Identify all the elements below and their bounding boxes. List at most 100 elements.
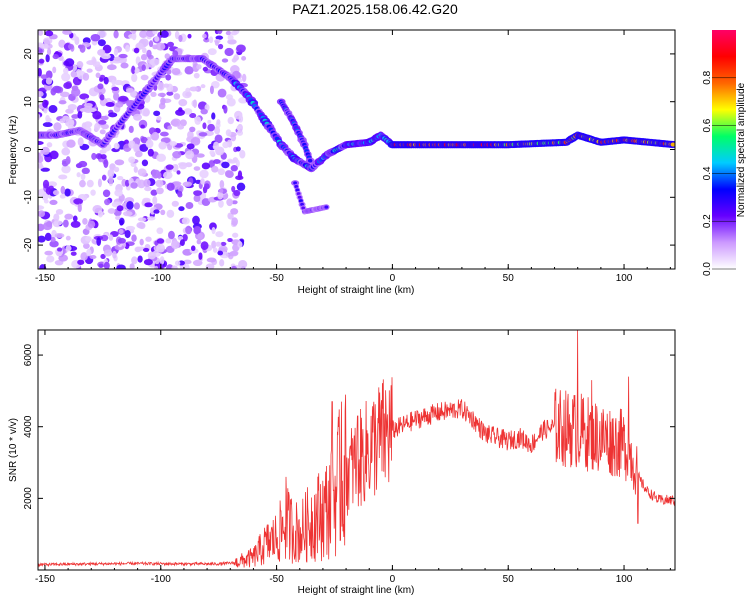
spectrogram-noise-blob	[49, 240, 59, 248]
spectrogram-noise-blob	[116, 205, 124, 212]
spectrogram-noise-blob	[201, 162, 211, 170]
spectrogram-noise-blob	[177, 125, 185, 130]
spectrogram-noise-blob	[134, 246, 142, 253]
snr-xtick-label: -50	[269, 574, 284, 585]
spectrogram-noise-blob	[148, 40, 154, 48]
spectrogram-noise-blob	[58, 254, 69, 262]
spectrogram-noise-blob	[108, 234, 114, 241]
spectrogram-noise-blob	[150, 91, 157, 97]
spectrogram-noise-blob	[224, 47, 234, 57]
spectrogram-noise-blob	[134, 68, 139, 74]
spectrogram-noise-blob	[238, 259, 248, 269]
spectrogram-noise-blob	[49, 150, 59, 160]
spectrogram-noise-blob	[197, 232, 204, 240]
spectrogram-noise-blob	[60, 185, 66, 195]
spectrogram-noise-blob	[79, 44, 86, 53]
spectrogram-noise-blob	[178, 206, 185, 212]
spectrogram-noise-blob	[227, 238, 233, 243]
colorbar-ticks: 0.0 0.2 0.4 0.6 0.8	[702, 70, 736, 276]
spectrogram-noise-blob	[193, 190, 203, 196]
spectrogram-noise-blob	[181, 217, 190, 225]
spectrogram-noise-blob	[178, 162, 188, 170]
spectrogram-noise-blob	[102, 189, 111, 198]
spectrogram-noise-blob	[105, 101, 115, 107]
spectrogram-noise-blob	[38, 58, 45, 64]
spectrogram-noise-blob	[166, 182, 175, 191]
spectrogram-ytick-label: 20	[23, 48, 34, 60]
spectrogram-ytick-label: -10	[23, 190, 34, 205]
spectrogram-signal-layer	[38, 55, 675, 215]
spectrogram-noise-blob	[65, 235, 71, 241]
spectrogram-noise-blob	[99, 94, 105, 101]
spectrogram-noise-blob	[174, 164, 179, 171]
spectrogram-noise-blob	[141, 64, 146, 71]
spectrogram-noise-blob	[50, 236, 56, 243]
spectrogram-noise-blob	[211, 227, 216, 235]
spectrogram-noise-blob	[63, 60, 70, 66]
spectrogram-noise-blob	[173, 93, 181, 100]
spectrogram-noise-blob	[61, 72, 71, 82]
spectrogram-noise-blob	[200, 84, 206, 89]
colorbar-tick-label: 0.0	[702, 262, 713, 276]
spectrogram-noise-blob	[100, 234, 109, 242]
spectrogram-xtick-label: -100	[151, 273, 171, 284]
spectrogram-noise-blob	[126, 201, 134, 210]
spectrogram-noise-blob	[143, 258, 153, 266]
spectrogram-noise-blob	[156, 238, 165, 244]
spectrogram-noise-blob	[38, 113, 41, 121]
spectrogram-y-axis: 20 10 0 -10 -20	[23, 48, 675, 252]
spectrogram-noise-blob	[230, 31, 238, 36]
spectrogram-noise-blob	[168, 230, 175, 240]
spectrogram-noise-blob	[38, 48, 43, 54]
spectrogram-noise-blob	[80, 252, 88, 261]
spectrogram-noise-blob	[86, 248, 92, 257]
spectrogram-noise-blob	[213, 141, 219, 150]
spectrogram-noise-blob	[41, 193, 49, 201]
spectrogram-noise-blob	[156, 153, 167, 162]
spectrogram-noise-blob	[44, 250, 54, 256]
spectrogram-noise-blob	[40, 167, 50, 172]
spectrogram-xtick-label: 0	[390, 273, 396, 284]
spectrogram-noise-blob	[225, 30, 232, 36]
spectrogram-noise-blob	[137, 179, 146, 189]
spectrogram-noise-blob	[53, 122, 62, 132]
spectrogram-noise-blob	[122, 211, 133, 217]
spectrogram-noise-blob	[214, 134, 223, 144]
spectrogram-noise-blob	[170, 240, 180, 250]
spectrogram-noise-blob	[172, 150, 182, 159]
spectrogram-noise-blob	[163, 83, 170, 88]
spectrogram-noise-blob	[155, 179, 164, 188]
spectrogram-noise-blob	[56, 251, 62, 257]
spectrogram-noise-blob	[83, 121, 93, 128]
spectrogram-noise-blob	[215, 35, 224, 40]
spectrogram-noise-blob	[53, 213, 60, 222]
spectrogram-noise-blob	[189, 86, 199, 92]
spectrogram-noise-blob	[133, 113, 142, 121]
spectrogram-noise-blob	[77, 203, 82, 213]
snr-xtick-label: -100	[151, 574, 171, 585]
spectrogram-noise-blob	[95, 72, 101, 78]
spectrogram-noise-blob	[156, 243, 166, 253]
spectrogram-noise-blob	[67, 103, 77, 111]
spectrogram-noise-blob	[125, 87, 134, 94]
spectrogram-noise-blob	[65, 245, 72, 252]
spectrogram-noise-blob	[92, 111, 102, 120]
spectrogram-noise-blob	[164, 53, 171, 60]
colorbar-tick-label: 0.4	[702, 166, 713, 180]
spectrogram-noise-blob	[104, 198, 111, 206]
snr-frame	[37, 329, 676, 571]
spectrogram-noise-blob	[98, 263, 104, 269]
spectrogram-noise-blob	[174, 30, 180, 40]
spectrogram-noise-blob	[111, 86, 119, 92]
spectrogram-noise-blob	[177, 192, 183, 198]
spectrogram-noise-blob	[147, 216, 156, 221]
spectrogram-noise-blob	[90, 33, 101, 42]
spectrogram-noise-blob	[227, 34, 234, 41]
spectrogram-noise-blob	[116, 264, 126, 269]
spectrogram-noise-blob	[38, 67, 42, 77]
spectrogram-noise-blob	[176, 170, 181, 175]
spectrogram-noise-blob	[237, 241, 243, 248]
spectrogram-noise-blob	[62, 219, 69, 228]
spectrogram-tertiary-branch-core	[301, 206, 306, 210]
